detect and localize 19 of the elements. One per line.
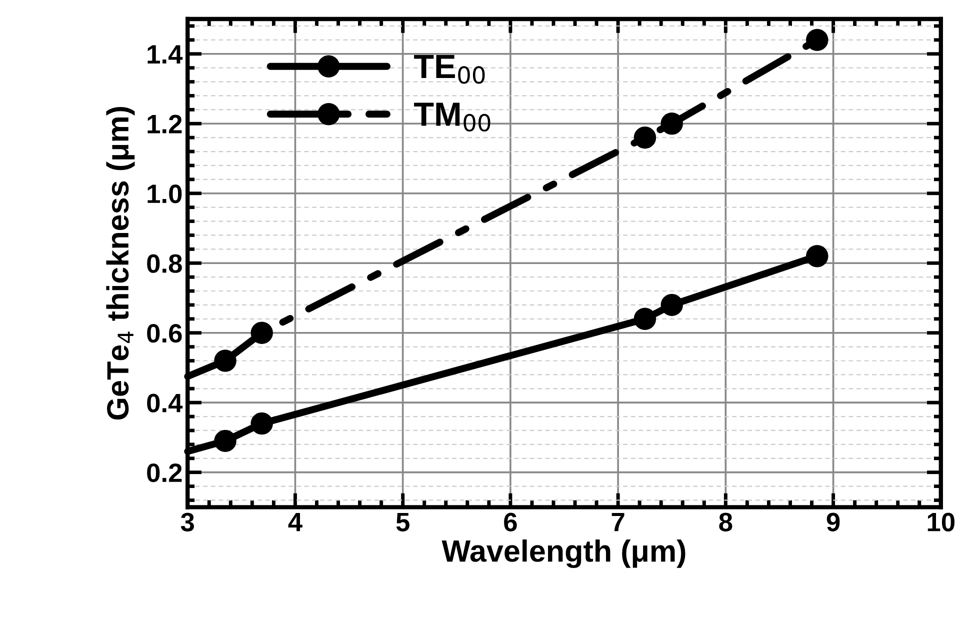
x-tick-label: 10 <box>928 512 954 532</box>
y-tick-label: 1.2 <box>148 114 182 134</box>
legend-label: TE$_{00}$ <box>414 55 485 84</box>
x-tick-label: 5 <box>396 513 410 532</box>
x-tick-label: 8 <box>719 512 732 532</box>
y-tick-label: 0.8 <box>147 254 182 273</box>
x-tick-label: 6 <box>504 512 517 532</box>
legend-label: TM$_{00}$ <box>414 102 490 132</box>
x-axis-title: Wavelength (μm) <box>442 539 686 568</box>
x-tick-label: 4 <box>288 513 302 532</box>
y-tick-label: 1.0 <box>148 184 182 204</box>
y-tick-label: 0.6 <box>147 324 182 343</box>
y-tick-label: 0.2 <box>147 463 182 482</box>
x-tick-label: 9 <box>826 512 840 532</box>
x-tick-label: 7 <box>612 513 624 532</box>
y-axis-title: GeTe$_{4}$ thickness (μm) <box>106 106 135 420</box>
x-tick-label: 3 <box>180 512 194 532</box>
y-tick-label: 1.4 <box>148 45 183 64</box>
y-tick-label: 0.4 <box>147 394 183 412</box>
